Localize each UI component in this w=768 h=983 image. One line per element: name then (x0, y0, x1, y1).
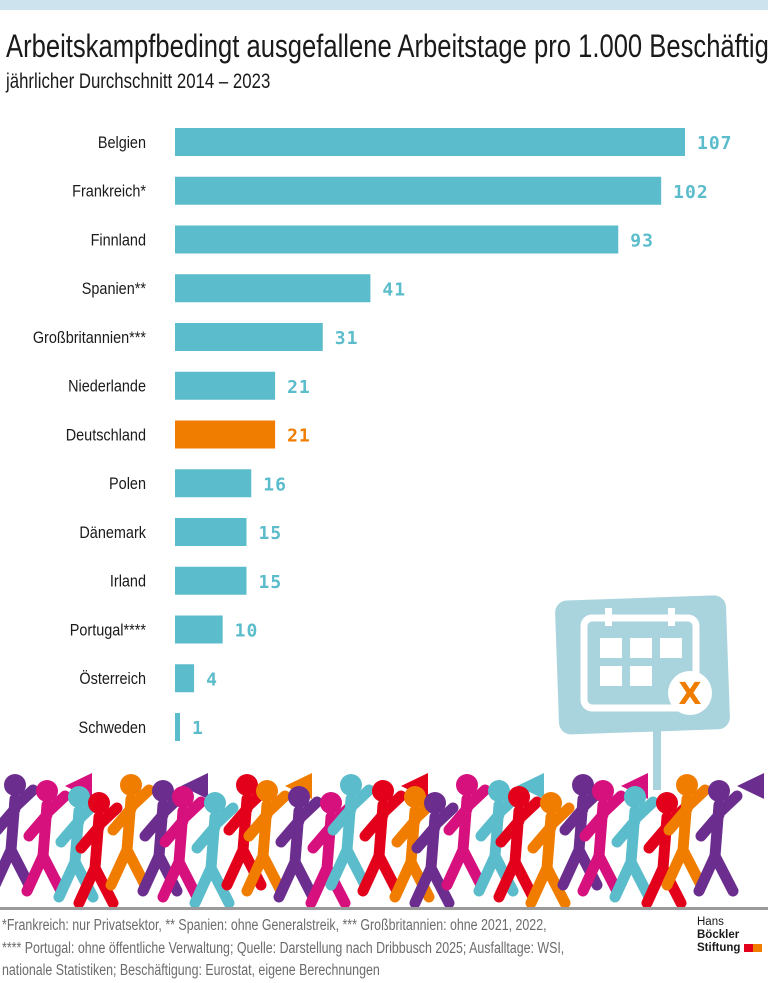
protester-figure (693, 773, 764, 897)
category-label: Belgien (98, 134, 146, 152)
bar (175, 371, 276, 400)
protester-figure (441, 774, 491, 891)
value-label: 31 (335, 328, 359, 349)
protester-figure (409, 792, 459, 909)
logo-text: Böckler (697, 929, 740, 941)
protester-figure (273, 786, 323, 903)
hans-boeckler-logo: Hans Böckler Stiftung (697, 916, 768, 955)
protester-figure (0, 774, 39, 891)
footnote: **** Portugal: ohne öffentliche Verwaltu… (2, 939, 565, 957)
category-label: Portugal**** (70, 621, 146, 639)
protester-figure (525, 792, 575, 909)
bar (175, 274, 371, 303)
category-label: Österreich (79, 669, 146, 688)
bar (175, 176, 662, 205)
bar (175, 713, 180, 741)
category-label: Polen (109, 475, 146, 493)
footnote: *Frankreich: nur Privatsektor, ** Spanie… (2, 917, 547, 934)
protester-figure (73, 792, 123, 909)
value-label: 107 (697, 133, 733, 154)
divider (0, 907, 768, 910)
value-label: 21 (287, 377, 311, 398)
chart-title: Arbeitskampfbedingt ausgefallene Arbeits… (6, 28, 768, 64)
value-label: 1 (192, 718, 204, 739)
category-label: Irland (110, 573, 146, 591)
value-label: 21 (287, 426, 311, 447)
bar (175, 469, 252, 498)
category-label: Dänemark (79, 524, 146, 542)
category-label: Schweden (79, 719, 146, 737)
calendar-sign-icon: X (555, 595, 730, 790)
chart-subtitle: jährlicher Durchschnitt 2014 – 2023 (6, 70, 271, 93)
protest-illustration: X (0, 595, 764, 909)
value-label: 93 (630, 231, 654, 252)
protester-figure (609, 786, 659, 903)
value-label: 41 (382, 279, 406, 300)
bar-chart: Belgien 107 Frankreich* 102 Finnland 93 Spanie… (33, 128, 733, 741)
category-label: Niederlande (68, 378, 146, 396)
protester-figure (105, 774, 155, 891)
protester-figure (325, 774, 375, 891)
category-label: Frankreich* (72, 183, 146, 201)
value-label: 10 (235, 621, 259, 642)
bar (175, 225, 619, 254)
bar (175, 323, 323, 351)
bar (175, 566, 247, 595)
category-label: Deutschland (66, 426, 146, 444)
logo-text: Hans (697, 916, 724, 928)
protester-figure (493, 786, 543, 903)
footnote: nationale Statistiken; Beschäftigung: Eu… (2, 962, 380, 979)
value-label: 15 (258, 572, 282, 593)
value-label: 102 (673, 182, 709, 203)
bar (175, 128, 685, 156)
category-label: Großbritannien*** (33, 329, 146, 347)
value-label: 15 (258, 523, 282, 544)
top-bar (0, 0, 768, 10)
bar (175, 518, 247, 546)
bar (175, 420, 276, 449)
bar (175, 615, 223, 644)
category-label: Finnland (91, 231, 146, 249)
value-label: 16 (263, 474, 287, 495)
protester-figure (661, 774, 711, 891)
value-label: 4 (206, 669, 218, 690)
bar (175, 664, 195, 693)
protester-figure (189, 792, 239, 909)
svg-text:X: X (678, 677, 701, 712)
category-label: Spanien** (82, 280, 146, 298)
logo-text: Stiftung (697, 942, 741, 954)
protester-figure (157, 786, 207, 903)
protester-figure (557, 774, 607, 891)
footnotes: *Frankreich: nur Privatsektor, ** Spanie… (2, 915, 722, 983)
